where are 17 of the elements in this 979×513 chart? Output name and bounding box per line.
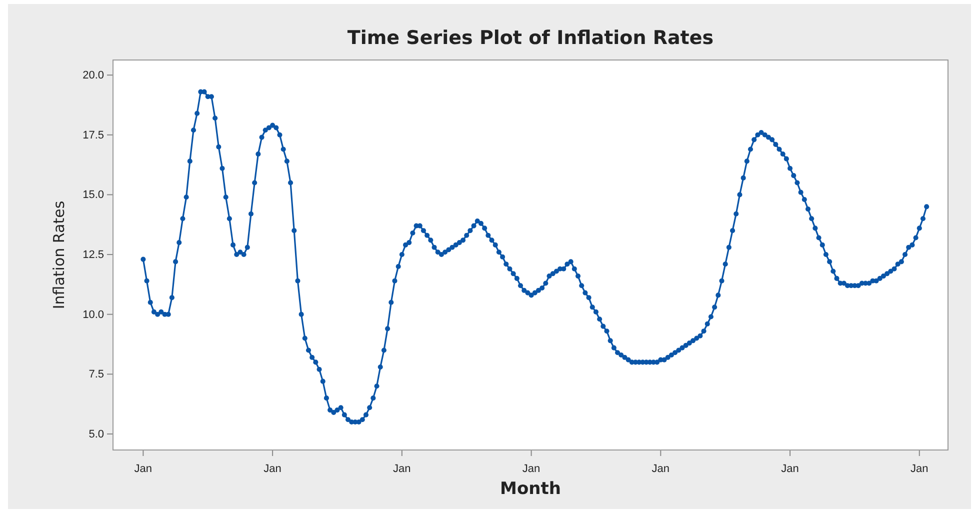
- x-axis-title: Month: [500, 479, 561, 499]
- chart-title: Time Series Plot of Inflation Rates: [347, 27, 714, 49]
- y-tick-label: 10.0: [82, 308, 104, 321]
- y-tick-label: 15.0: [82, 189, 104, 202]
- x-tick-label: Jan: [781, 463, 799, 476]
- y-tick-label: 5.0: [88, 428, 104, 440]
- y-tick-label: 17.5: [82, 129, 104, 142]
- y-tick-label: 7.5: [88, 368, 104, 381]
- x-tick-label: Jan: [910, 463, 928, 476]
- x-tick-label: Jan: [652, 463, 670, 476]
- y-tick-label: 12.5: [82, 249, 104, 262]
- x-tick-label: Jan: [522, 463, 540, 476]
- x-tick-label: Jan: [264, 463, 282, 476]
- y-tick-label: 20.0: [82, 70, 104, 82]
- x-tick-label: Jan: [393, 463, 411, 476]
- y-axis-title: Inflation Rates: [50, 200, 68, 310]
- x-tick-label: Jan: [134, 463, 152, 476]
